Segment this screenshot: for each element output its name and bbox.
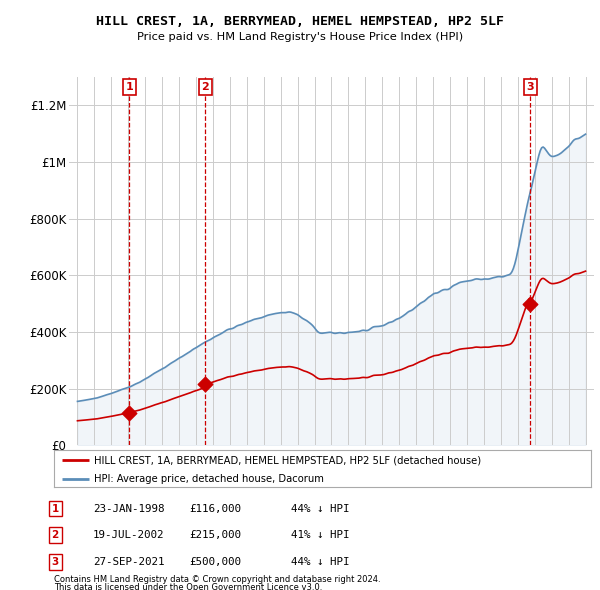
Text: This data is licensed under the Open Government Licence v3.0.: This data is licensed under the Open Gov… [54, 582, 322, 590]
Text: 41% ↓ HPI: 41% ↓ HPI [291, 530, 349, 540]
Text: 1: 1 [52, 504, 59, 513]
Text: HPI: Average price, detached house, Dacorum: HPI: Average price, detached house, Daco… [94, 474, 324, 484]
Text: £500,000: £500,000 [189, 557, 241, 566]
Text: HILL CREST, 1A, BERRYMEAD, HEMEL HEMPSTEAD, HP2 5LF: HILL CREST, 1A, BERRYMEAD, HEMEL HEMPSTE… [96, 15, 504, 28]
Text: HILL CREST, 1A, BERRYMEAD, HEMEL HEMPSTEAD, HP2 5LF (detached house): HILL CREST, 1A, BERRYMEAD, HEMEL HEMPSTE… [94, 455, 481, 466]
Text: Contains HM Land Registry data © Crown copyright and database right 2024.: Contains HM Land Registry data © Crown c… [54, 575, 380, 584]
Text: 23-JAN-1998: 23-JAN-1998 [93, 504, 164, 513]
Text: 2: 2 [52, 530, 59, 540]
Text: 3: 3 [52, 557, 59, 566]
Text: 44% ↓ HPI: 44% ↓ HPI [291, 504, 349, 513]
Point [200, 380, 210, 389]
Text: £215,000: £215,000 [189, 530, 241, 540]
Text: 44% ↓ HPI: 44% ↓ HPI [291, 557, 349, 566]
Point [526, 299, 535, 309]
Text: 1: 1 [125, 82, 133, 92]
Text: 19-JUL-2002: 19-JUL-2002 [93, 530, 164, 540]
Text: £116,000: £116,000 [189, 504, 241, 513]
Text: Price paid vs. HM Land Registry's House Price Index (HPI): Price paid vs. HM Land Registry's House … [137, 32, 463, 42]
Text: 3: 3 [527, 82, 534, 92]
Text: 2: 2 [201, 82, 209, 92]
Text: 27-SEP-2021: 27-SEP-2021 [93, 557, 164, 566]
Point [124, 408, 134, 417]
